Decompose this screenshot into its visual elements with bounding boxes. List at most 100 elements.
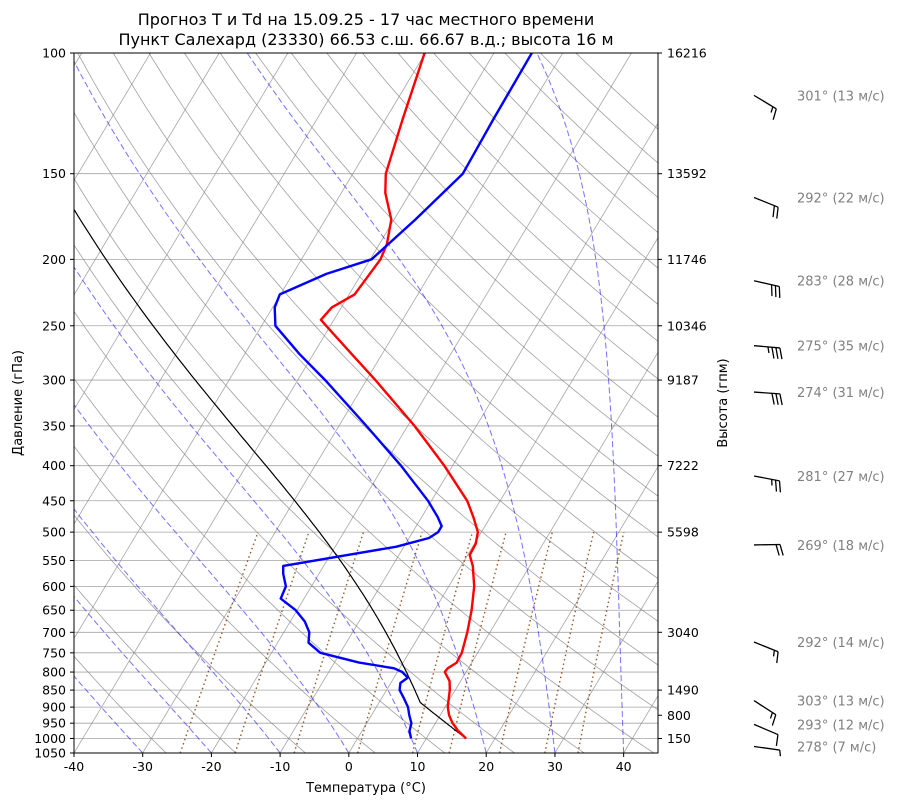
isotherm-line [211, 53, 632, 753]
isotherm-line [74, 53, 220, 296]
dry-adiabat-line [184, 53, 658, 538]
height-tick-label: 3040 [667, 625, 699, 640]
mixing-ratio-line [498, 531, 553, 753]
pressure-tick-label: 850 [42, 683, 66, 698]
parcel-path-line [74, 208, 467, 739]
height-tick-label: 11746 [667, 252, 707, 267]
dewpoint-profile-line [273, 53, 533, 739]
chart-title: Прогноз T и Td на 15.09.25 - 17 час мест… [138, 10, 594, 29]
wind-barb [753, 94, 777, 120]
isotherm-line [554, 580, 658, 753]
mixing-ratio-line [544, 531, 595, 753]
pressure-tick-label: 750 [42, 645, 66, 660]
dry-adiabat-line [326, 53, 658, 380]
isotherm-line [485, 465, 658, 753]
isotherm-line [74, 53, 289, 411]
isotherm-line [142, 53, 564, 753]
height-tick-label: 800 [667, 708, 691, 723]
wind-label: 293° (12 м/с) [797, 718, 885, 733]
y2-axis-label: Высота (гпм) [716, 358, 731, 447]
dry-adiabat-line [219, 53, 658, 497]
wind-label: 278° (7 м/с) [797, 740, 876, 755]
wind-barb [753, 543, 784, 556]
dry-adiabat-line [112, 53, 658, 622]
moist-adiabat-line [74, 266, 418, 753]
pressure-tick-label: 350 [42, 418, 66, 433]
dry-adiabat-line [77, 53, 658, 666]
mixing-ratio-line [357, 531, 423, 753]
temperature-profile-line [319, 53, 480, 740]
dry-adiabat-line [74, 177, 655, 753]
pressure-tick-label: 400 [42, 458, 66, 473]
pressure-tick-label: 200 [42, 252, 66, 267]
pressure-tick-label: 800 [42, 665, 66, 680]
wind-label: 301° (13 м/с) [797, 89, 885, 104]
moist-adiabat-line [74, 675, 144, 753]
height-tick-label: 5598 [667, 525, 699, 540]
temperature-tick-label: 10 [410, 759, 426, 774]
wind-barb [753, 475, 782, 493]
pressure-tick-label: 600 [42, 579, 66, 594]
pressure-tick-label: 900 [42, 700, 66, 715]
dry-adiabat-line [74, 310, 515, 753]
height-tick-label: 7222 [667, 458, 699, 473]
moist-adiabat-line [74, 403, 350, 753]
temperature-tick-label: 40 [616, 759, 632, 774]
plot-frame [73, 52, 659, 754]
moist-adiabat-line [74, 508, 281, 753]
wind-barb [753, 745, 782, 757]
wind-label: 303° (13 м/с) [797, 695, 885, 710]
isotherm-line [74, 53, 495, 753]
dry-adiabat-line [74, 584, 237, 753]
temperature-tick-label: -30 [132, 759, 152, 774]
pressure-tick-label: 650 [42, 603, 66, 618]
moist-adiabat-line [246, 53, 556, 753]
isotherm-line [74, 53, 151, 182]
dry-adiabat-line [74, 377, 446, 753]
wind-label: 275° (35 м/с) [797, 340, 885, 355]
isotherm-line [74, 53, 357, 525]
pressure-tick-label: 300 [42, 373, 66, 388]
wind-barb [753, 641, 779, 664]
wind-barb [753, 700, 777, 726]
dry-adiabat-line [74, 244, 585, 753]
dry-adiabat-line [255, 53, 658, 457]
mixing-ratio-line [179, 531, 259, 753]
pressure-tick-label: 100 [42, 46, 66, 61]
height-tick-label: 9187 [667, 373, 699, 388]
pressure-tick-label: 700 [42, 625, 66, 640]
height-tick-label: 10346 [667, 318, 707, 333]
pressure-tick-label: 450 [42, 493, 66, 508]
isotherm-line [348, 236, 658, 753]
dry-adiabat-line [74, 111, 658, 711]
height-tick-label: 16216 [667, 46, 707, 61]
mixing-ratio-line [234, 531, 310, 753]
y-axis-label: Давление (гПа) [11, 350, 26, 456]
dry-adiabat-line [74, 514, 306, 753]
pressure-tick-label: 1000 [34, 731, 66, 746]
mixing-ratio-line [293, 531, 365, 753]
dry-adiabat-line [148, 53, 658, 580]
temperature-tick-label: -20 [201, 759, 221, 774]
temperature-tick-label: -40 [64, 759, 84, 774]
wind-label: 283° (28 м/с) [797, 275, 885, 290]
temperature-tick-label: 20 [478, 759, 494, 774]
dry-adiabat-line [74, 445, 376, 753]
pressure-tick-label: 250 [42, 318, 66, 333]
temperature-tick-label: -10 [270, 759, 290, 774]
wind-barb [753, 280, 781, 298]
pressure-tick-label: 150 [42, 166, 66, 181]
pressure-tick-label: 550 [42, 553, 66, 568]
wind-label: 292° (22 м/с) [797, 191, 885, 206]
dry-adiabat-line [290, 53, 658, 418]
height-tick-label: 1490 [667, 683, 699, 698]
wind-label: 269° (18 м/с) [797, 539, 885, 554]
moist-adiabat-line [74, 60, 487, 753]
wind-barb [753, 391, 783, 406]
wind-barb [753, 345, 783, 360]
pressure-tick-label: 950 [42, 716, 66, 731]
pressure-tick-label: 500 [42, 525, 66, 540]
temperature-tick-label: 0 [345, 759, 353, 774]
isotherm-line [417, 351, 658, 753]
wind-label: 292° (14 м/с) [797, 636, 885, 651]
